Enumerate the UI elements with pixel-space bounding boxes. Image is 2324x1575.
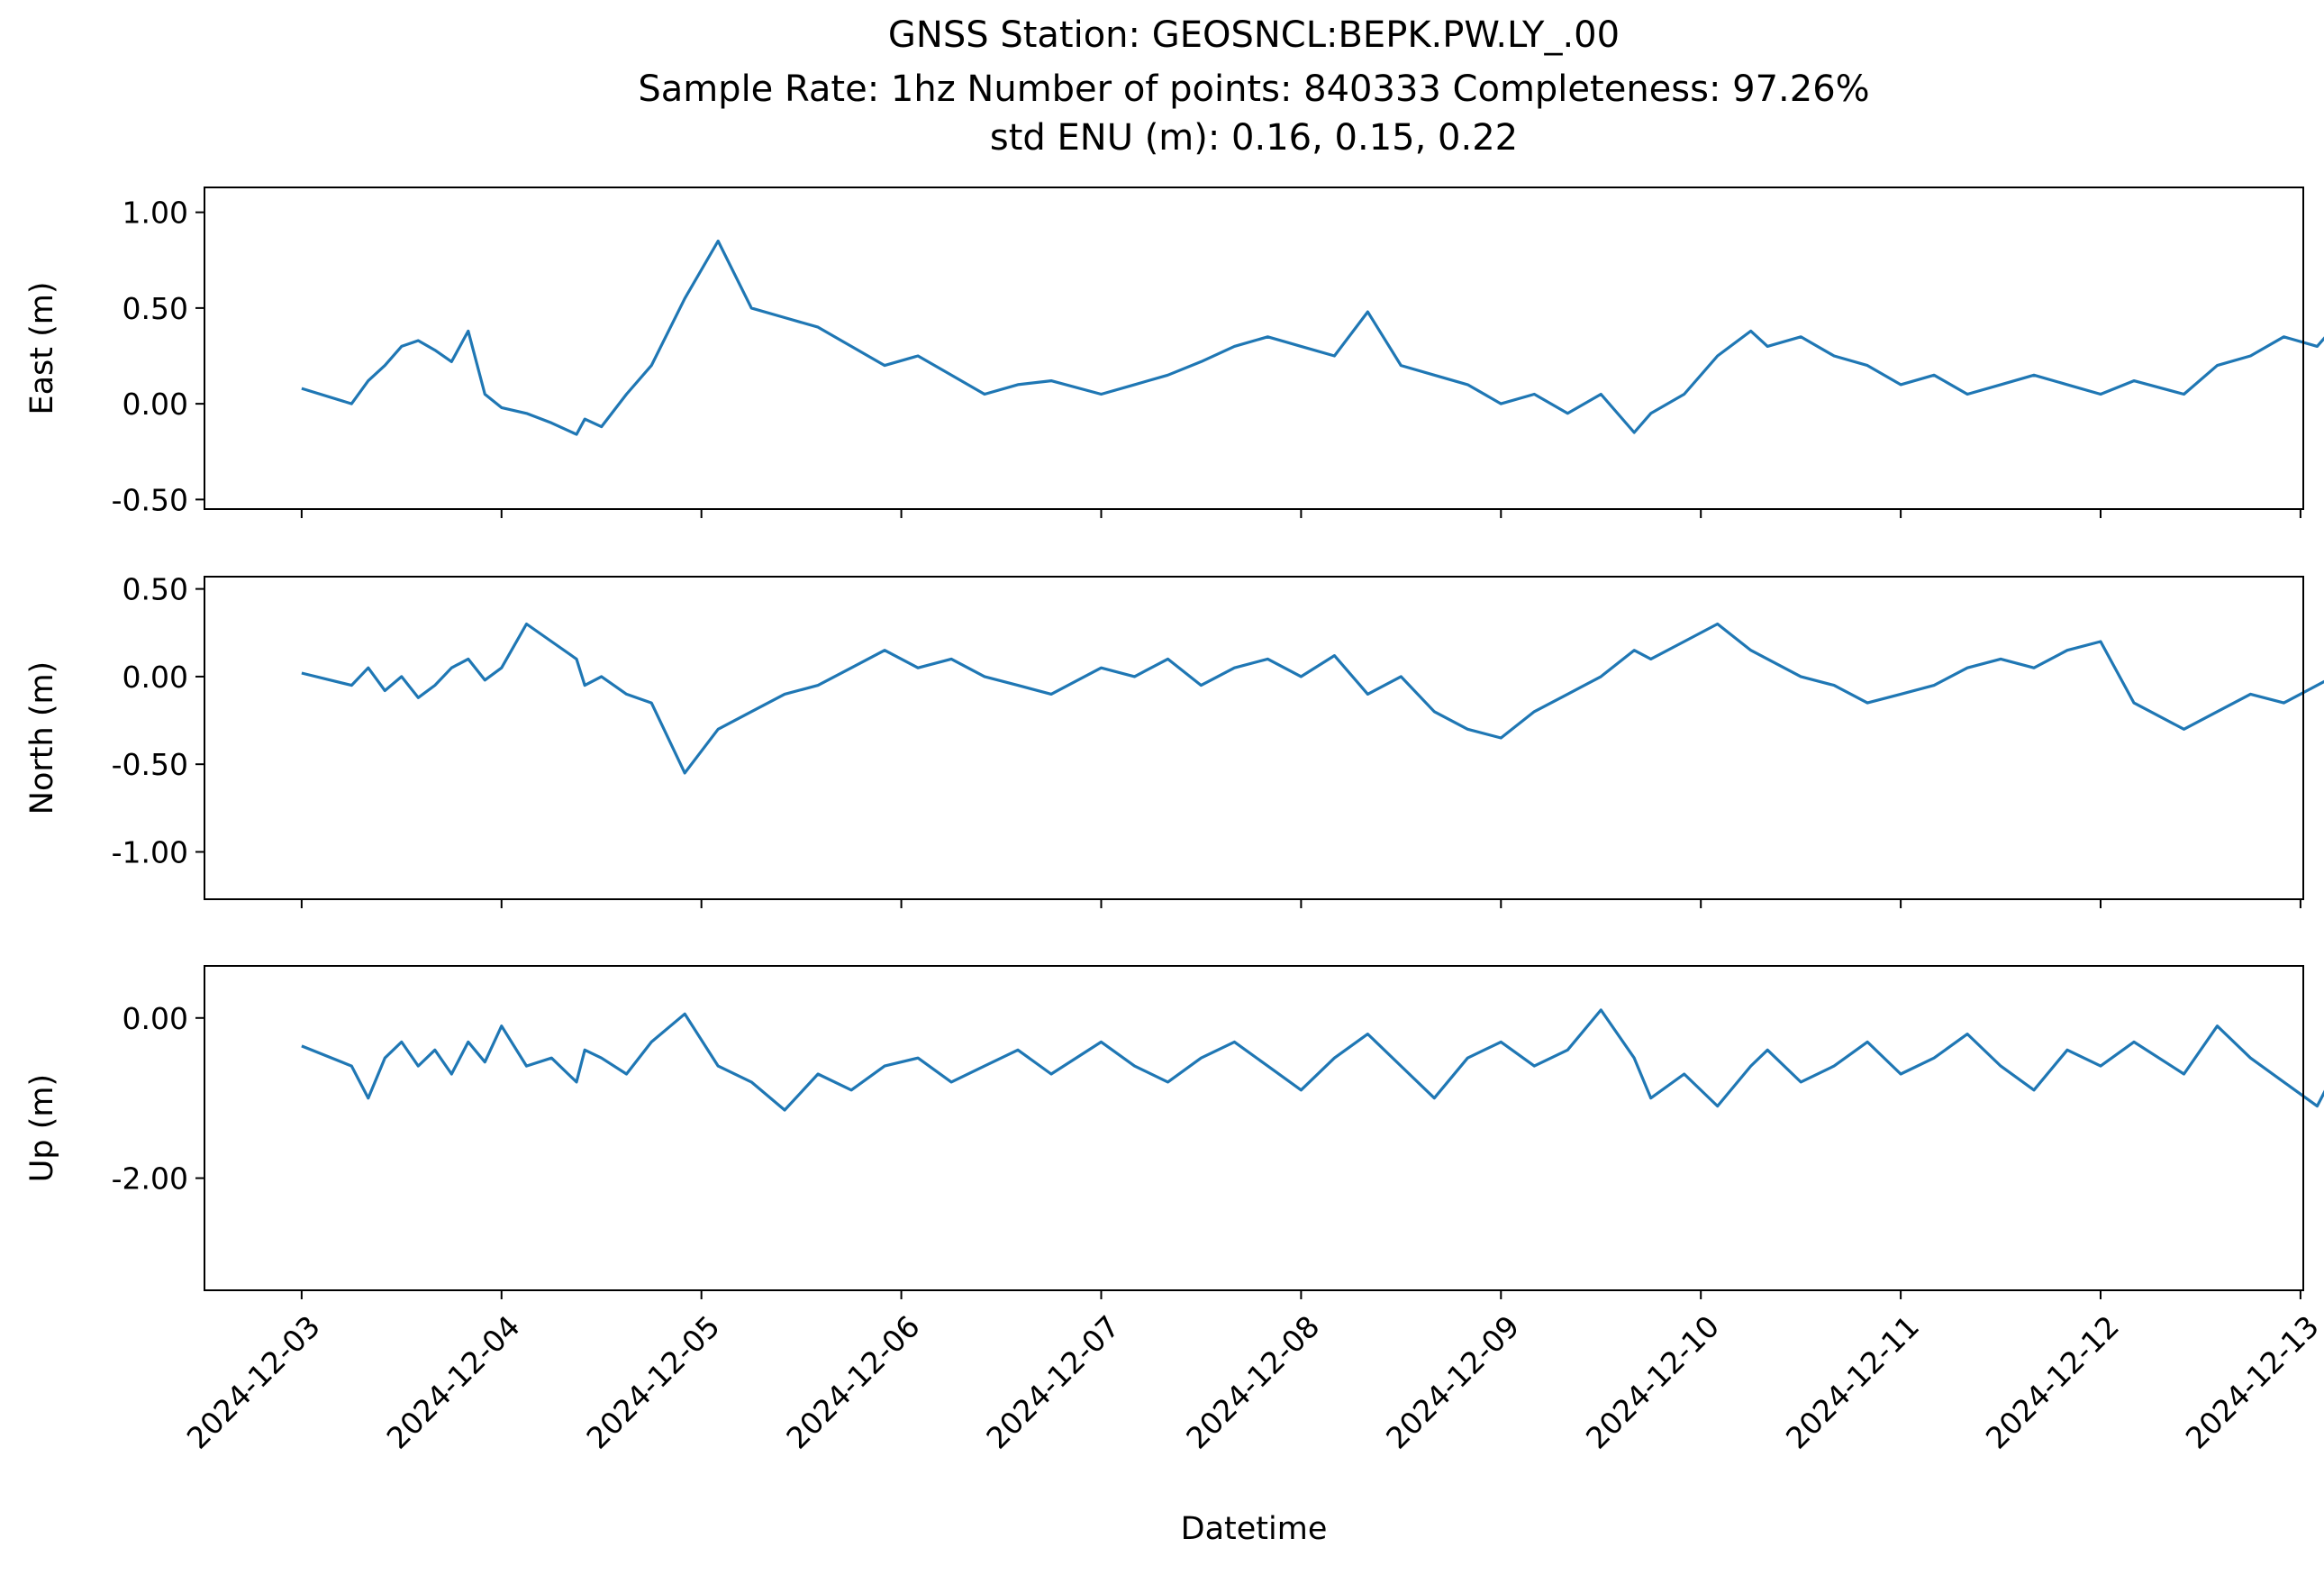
y-tick-label: 0.00 — [123, 1001, 188, 1036]
figure-title-line-2: Sample Rate: 1hz Number of points: 84033… — [638, 68, 1869, 110]
y-axis-label: Up (m) — [24, 1074, 60, 1182]
subplot-3: 0.00 -2.00 Up (m) — [24, 965, 2324, 1299]
y-tick-label: -0.50 — [112, 482, 188, 517]
y-tick-label: 0.00 — [123, 660, 188, 695]
figure-title-line-1: GNSS Station: GEOSNCL:BEPK.PW.LY_.00 — [888, 14, 1620, 56]
series-line-2 — [301, 622, 2324, 775]
axes-frame — [204, 965, 2304, 1291]
y-tick-label: -1.00 — [112, 834, 188, 869]
axes-frame — [204, 576, 2304, 900]
axes-frame — [204, 187, 2304, 510]
series-line-3 — [301, 1008, 2324, 1112]
y-tick-label: 0.50 — [123, 291, 188, 326]
x-axis-label: Datetime — [1181, 1511, 1328, 1547]
y-tick-label: -2.00 — [112, 1161, 188, 1197]
y-tick-label: 0.00 — [123, 387, 188, 422]
subplot-2: 0.50 0.00 -0.50 -1.00 North (m) — [24, 572, 2324, 908]
y-tick-label: 0.50 — [123, 572, 188, 607]
y-tick-label: 1.00 — [123, 196, 188, 231]
figure-title-line-3: std ENU (m): 0.16, 0.15, 0.22 — [990, 117, 1518, 159]
y-tick-label: -0.50 — [112, 747, 188, 782]
y-axis-label: North (m) — [24, 661, 60, 815]
y-axis-label: East (m) — [24, 281, 60, 414]
subplot-1: 1.00 0.50 0.00 -0.50 East (m) — [24, 187, 2324, 518]
series-line-1 — [301, 239, 2324, 436]
